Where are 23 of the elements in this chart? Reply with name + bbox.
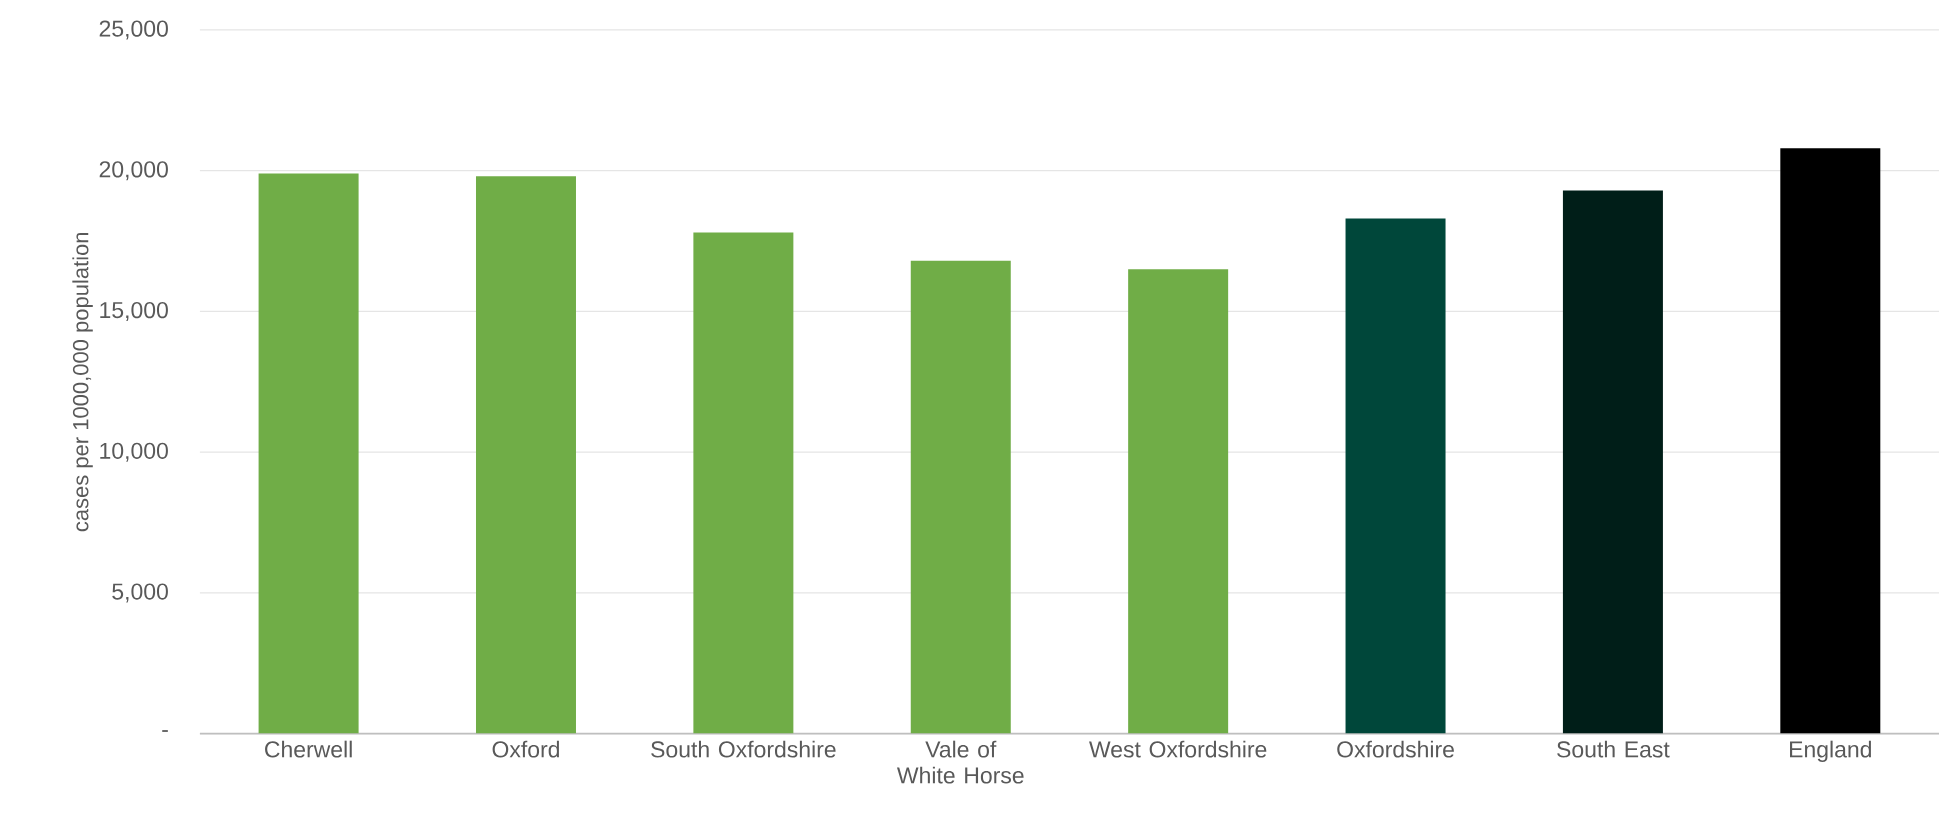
bar [475, 176, 576, 734]
y-tick-label: 10,000 [100, 442, 168, 462]
x-tick-label: Oxford [492, 740, 559, 758]
y-axis-title: cases per 1000,000 population [72, 233, 93, 532]
bar [693, 232, 794, 734]
bar [258, 173, 359, 734]
x-tick-label: South East [1557, 740, 1670, 758]
bar [1128, 269, 1229, 734]
x-tick-label: West Oxfordshire [1089, 740, 1267, 758]
y-tick-label: - [162, 730, 168, 733]
x-tick-label: Cherwell [265, 740, 352, 758]
x-tick-label: England [1790, 740, 1871, 763]
y-tick-label: 5,000 [112, 583, 168, 603]
x-tick-label: Oxfordshire [1337, 740, 1454, 758]
y-tick-label: 25,000 [99, 20, 168, 40]
y-tick-label: 20,000 [99, 161, 168, 181]
x-tick-label: Vale of White Horse [896, 740, 1024, 784]
y-tick-label: 15,000 [100, 302, 168, 322]
bar [910, 260, 1011, 734]
bar [1345, 218, 1446, 734]
bar [1562, 190, 1663, 734]
bar [1780, 148, 1881, 734]
x-tick-label: South Oxfordshire [651, 740, 836, 758]
